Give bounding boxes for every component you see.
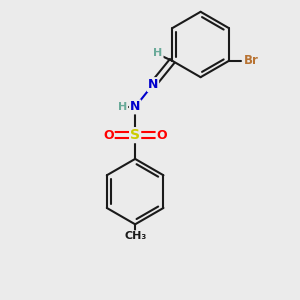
Text: H: H	[153, 48, 163, 59]
Text: N: N	[148, 78, 158, 91]
Text: Br: Br	[244, 54, 259, 67]
Text: N: N	[130, 100, 140, 113]
Text: O: O	[157, 129, 167, 142]
Text: O: O	[103, 129, 114, 142]
Text: S: S	[130, 128, 140, 142]
Text: CH₃: CH₃	[124, 231, 146, 241]
Text: H: H	[118, 102, 127, 112]
